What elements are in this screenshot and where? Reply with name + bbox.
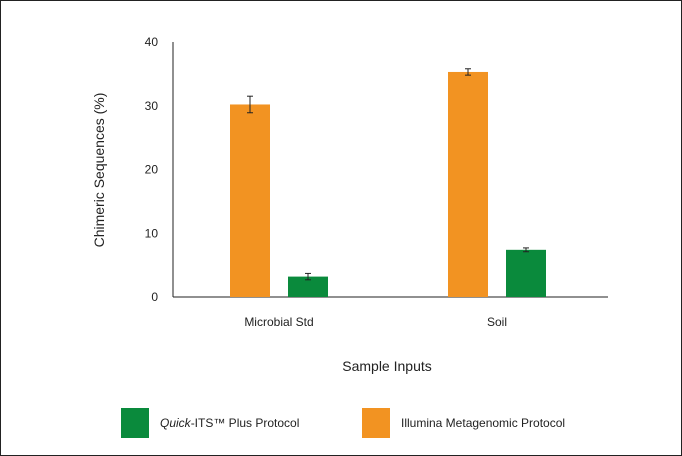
bar [288, 276, 328, 297]
legend-item: Quick-ITS™ Plus Protocol [121, 408, 299, 438]
legend-swatch [121, 408, 149, 438]
error-bars [247, 68, 529, 281]
y-tick-label: 30 [145, 99, 159, 113]
y-tick-label: 40 [145, 35, 159, 49]
y-tick-labels: 0 10 20 30 40 [145, 35, 159, 304]
y-tick-label: 0 [151, 290, 158, 304]
x-tick-label: Microbial Std [244, 315, 313, 329]
legend: Quick-ITS™ Plus Protocol Illumina Metagen… [121, 408, 565, 438]
x-tick-label: Soil [487, 315, 507, 329]
y-tick-label: 10 [145, 226, 159, 240]
legend-label: Illumina Metagenomic Protocol [401, 416, 565, 430]
bar [506, 249, 546, 297]
legend-swatch [362, 408, 390, 438]
x-tick-labels: Microbial Std Soil [244, 315, 507, 329]
bar [448, 71, 488, 298]
bar [230, 104, 270, 297]
legend-item: Illumina Metagenomic Protocol [362, 408, 565, 438]
bars [230, 71, 546, 298]
y-axis-label: Chimeric Sequences (%) [91, 93, 107, 248]
y-tick-label: 20 [145, 163, 159, 177]
x-axis-label: Sample Inputs [342, 358, 432, 374]
legend-label: Quick-ITS™ Plus Protocol [160, 416, 299, 430]
